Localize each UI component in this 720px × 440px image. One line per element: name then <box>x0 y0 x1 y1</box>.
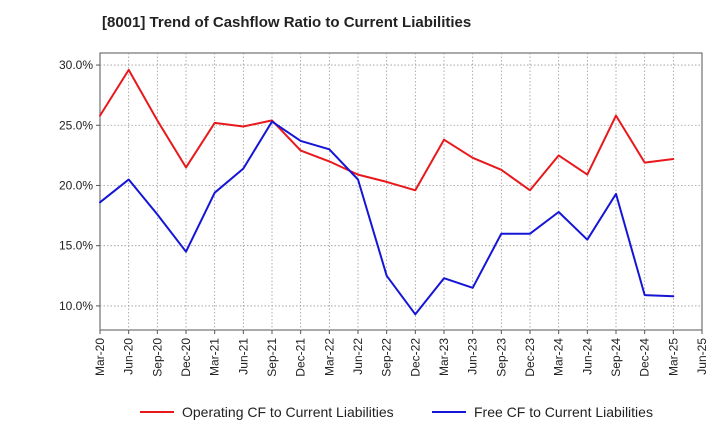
x-tick-label: Dec-20 <box>179 338 193 377</box>
y-tick-label: 20.0% <box>59 178 93 192</box>
x-tick-label: Sep-24 <box>609 338 623 377</box>
plot-area <box>99 52 703 331</box>
y-tick-label: 15.0% <box>59 239 93 253</box>
legend: Operating CF to Current Liabilities Free… <box>0 404 720 426</box>
x-tick-label: Jun-20 <box>122 338 136 375</box>
legend-swatch-operating-cf <box>140 411 174 413</box>
legend-item-free-cf: Free CF to Current Liabilities <box>432 404 653 420</box>
x-tick-label: Sep-22 <box>380 338 394 377</box>
x-tick-label: Mar-21 <box>208 338 222 376</box>
y-tick-label: 10.0% <box>59 299 93 313</box>
series-line-operating-cf <box>99 68 675 192</box>
x-tick-label: Jun-24 <box>580 338 594 375</box>
x-tick-label: Dec-22 <box>408 338 422 377</box>
x-tick-label: Jun-22 <box>351 338 365 375</box>
x-tick-label: Dec-24 <box>638 338 652 377</box>
x-tick-label: Mar-20 <box>93 338 107 376</box>
x-tick-label: Sep-21 <box>265 338 279 377</box>
x-tick-label: Mar-23 <box>437 338 451 376</box>
legend-label-operating-cf: Operating CF to Current Liabilities <box>182 404 394 420</box>
x-tick-label: Sep-23 <box>494 338 508 377</box>
y-tick-label: 30.0% <box>59 58 93 72</box>
x-tick-label: Dec-23 <box>523 338 537 377</box>
x-tick-label: Dec-21 <box>294 338 308 377</box>
x-tick-label: Sep-20 <box>150 338 164 377</box>
x-tick-label: Jun-21 <box>236 338 250 375</box>
legend-item-operating-cf: Operating CF to Current Liabilities <box>140 404 394 420</box>
x-tick-label: Jun-23 <box>466 338 480 375</box>
x-tick-label: Mar-22 <box>322 338 336 376</box>
legend-swatch-free-cf <box>432 411 466 413</box>
chart-title: [8001] Trend of Cashflow Ratio to Curren… <box>102 14 472 31</box>
x-tick-label: Mar-24 <box>552 338 566 376</box>
y-tick-label: 25.0% <box>59 118 93 132</box>
x-tick-label: Mar-25 <box>666 338 680 376</box>
legend-label-free-cf: Free CF to Current Liabilities <box>474 404 653 420</box>
x-tick-label: Jun-25 <box>695 338 709 375</box>
series-line-free-cf <box>99 120 675 316</box>
